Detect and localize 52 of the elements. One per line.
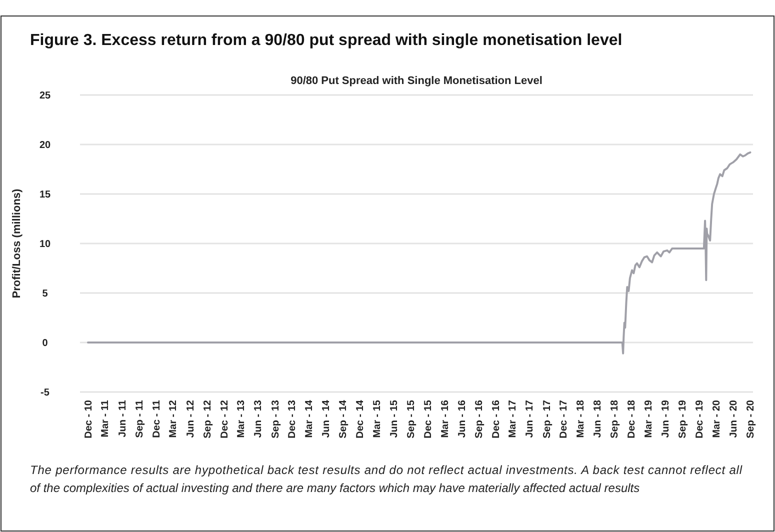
x-tick-label: Jun - 12	[185, 400, 196, 438]
y-tick-label: 20	[39, 140, 51, 151]
x-tick-label: Jun - 14	[321, 400, 332, 438]
y-tick-label: 0	[42, 338, 48, 349]
x-tick-label: Sep - 14	[338, 400, 350, 438]
x-tick-label: Sep - 13	[270, 400, 282, 438]
x-tick-label: Sep - 19	[678, 400, 688, 438]
x-tick-label: Sep - 12	[202, 400, 214, 438]
y-tick-label: -5	[40, 388, 50, 398]
x-tick-label: Mar - 20	[711, 400, 722, 438]
x-tick-label: Mar - 16	[440, 400, 451, 438]
x-tick-label: Dec - 13	[287, 400, 298, 438]
x-tick-label: Dec - 15	[422, 400, 434, 438]
x-tick-label: Jun - 20	[728, 400, 740, 438]
x-tick-label: Dec - 11	[151, 400, 162, 438]
x-tick-label: Dec - 14	[355, 400, 366, 438]
x-tick-label: Jun - 19	[660, 400, 672, 438]
x-tick-label: Sep - 20	[746, 400, 757, 438]
x-tick-label: Jun - 16	[456, 400, 468, 438]
x-tick-label: Dec - 19	[694, 400, 706, 438]
x-tick-label: Mar - 12	[168, 400, 180, 438]
x-tick-label: Sep - 16	[474, 400, 485, 438]
x-tick-label: Mar - 13	[236, 400, 248, 438]
y-tick-label: 5	[42, 288, 48, 300]
y-tick-label: 10	[39, 239, 51, 250]
x-tick-label: Sep - 15	[406, 400, 417, 438]
x-tick-label: Sep - 11	[134, 400, 146, 438]
x-tick-label: Dec - 12	[219, 400, 230, 438]
y-axis-title: Profit/Loss (millions)	[11, 188, 23, 298]
x-tick-label: Mar - 17	[508, 400, 519, 438]
x-tick-label: Sep - 17	[542, 400, 553, 438]
y-tick-label: 15	[39, 190, 51, 200]
x-tick-label: Mar - 14	[304, 400, 315, 438]
chart-title: Figure 3. Excess return from a 90/80 put spread with single monetisation level	[30, 32, 622, 49]
x-tick-label: Jun - 17	[524, 400, 536, 438]
x-tick-label: Jun - 15	[388, 400, 400, 438]
x-tick-label: Mar - 19	[643, 400, 654, 438]
x-tick-label: Dec - 18	[626, 400, 638, 438]
x-tick-label: Jun - 13	[253, 400, 264, 438]
text: The performance results are hypothetical back test results and do not reflect actual investments. A back test cannot reflect all of the complexities of actual investing and there are many factors which may have materially affected actual results	[30, 463, 742, 495]
x-tick-label: Jun - 11	[117, 400, 128, 438]
x-tick-label: Mar - 18	[575, 400, 586, 438]
x-tick-label: Dec - 17	[558, 400, 570, 438]
chart-subtitle: 90/80 Put Spread with Single Monetisation Level	[290, 75, 542, 87]
x-tick-label: Dec - 16	[490, 400, 502, 438]
x-tick-label: Sep - 18	[610, 400, 621, 438]
x-tick-label: Jun - 18	[592, 400, 604, 438]
x-tick-label: Mar - 11	[100, 400, 112, 438]
line-series	[86, 151, 752, 354]
x-tick-label: Dec - 10	[83, 400, 94, 438]
x-tick-label: Mar - 15	[372, 400, 383, 438]
y-tick-label: 25	[39, 90, 51, 102]
